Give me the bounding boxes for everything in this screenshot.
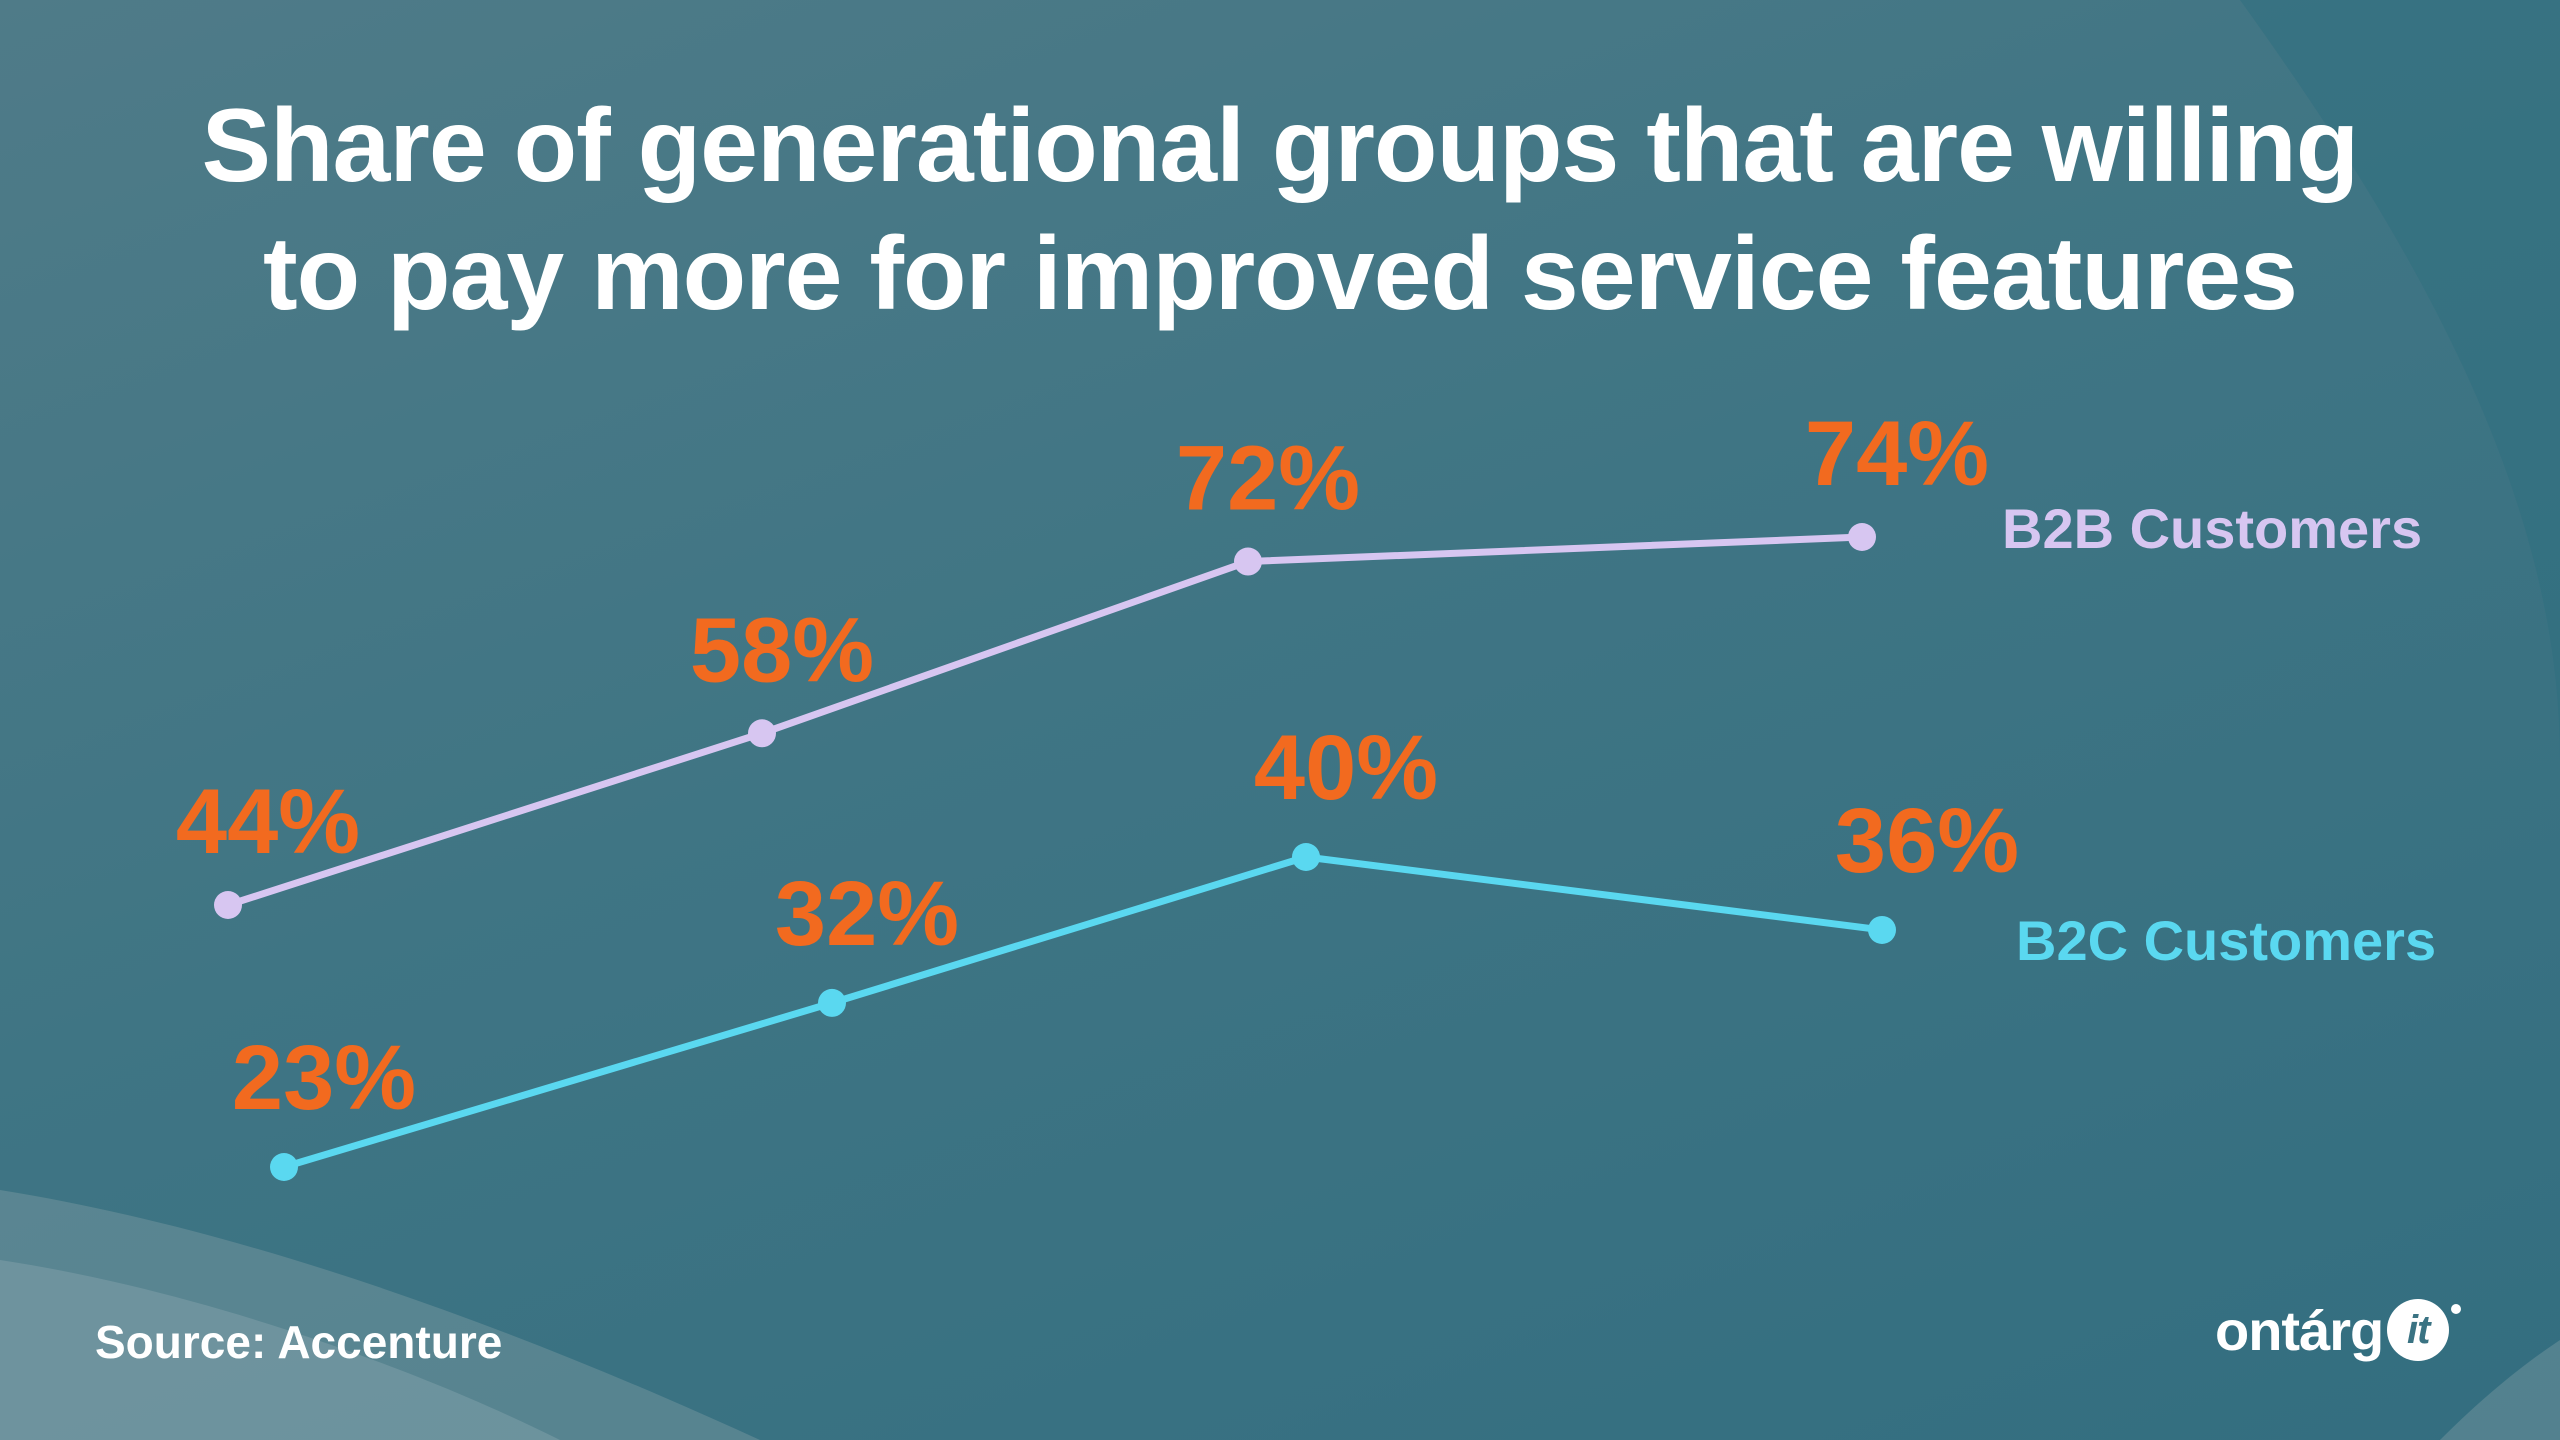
brand-logo-text: ontárg	[2215, 1298, 2384, 1362]
chart-title-line-2: to pay more for improved service feature…	[263, 216, 2298, 332]
series-line-b2c	[282, 853, 1883, 1171]
brand-logo-dot	[2451, 1304, 2462, 1314]
data-label: 72%	[1176, 428, 1360, 530]
data-point	[1868, 915, 1896, 944]
data-label: 32%	[775, 863, 959, 965]
data-point	[748, 719, 776, 748]
data-label: 44%	[176, 771, 360, 873]
data-label: 74%	[1805, 403, 1989, 505]
data-label: 58%	[690, 599, 874, 701]
series-name-label: B2C Customers	[2016, 909, 2436, 972]
brand-logo: ontárg it	[2215, 1290, 2462, 1370]
data-point	[270, 1153, 298, 1181]
data-label: 36%	[1835, 790, 2019, 892]
series-line-b2b	[226, 533, 1863, 909]
data-label: 23%	[232, 1027, 416, 1129]
data-point	[214, 891, 242, 919]
data-point	[818, 988, 846, 1017]
data-point	[1848, 523, 1876, 551]
data-point	[1234, 547, 1262, 576]
source-note: Source: Accenture	[95, 1316, 503, 1368]
brand-logo-badge: it	[2387, 1299, 2450, 1361]
series-name-label: B2B Customers	[2002, 497, 2422, 560]
chart-title-line-1: Share of generational groups that are wi…	[201, 88, 2360, 204]
data-point	[1292, 843, 1320, 871]
chart-title: Share of generational groups that are wi…	[0, 82, 2560, 338]
data-label: 40%	[1254, 717, 1438, 819]
